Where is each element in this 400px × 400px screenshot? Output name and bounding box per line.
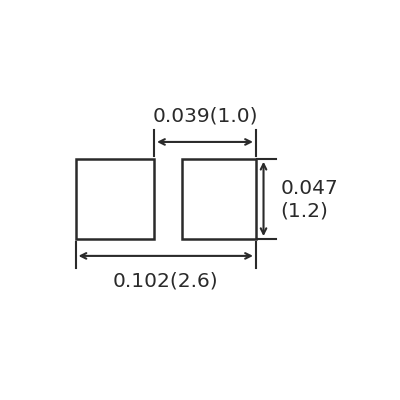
Text: 0.102(2.6): 0.102(2.6)	[113, 271, 218, 290]
Bar	[182, 159, 256, 239]
Text: 0.039(1.0): 0.039(1.0)	[152, 106, 258, 125]
Text: (1.2): (1.2)	[280, 202, 328, 221]
Text: 0.047: 0.047	[280, 179, 338, 198]
Bar	[76, 159, 154, 239]
